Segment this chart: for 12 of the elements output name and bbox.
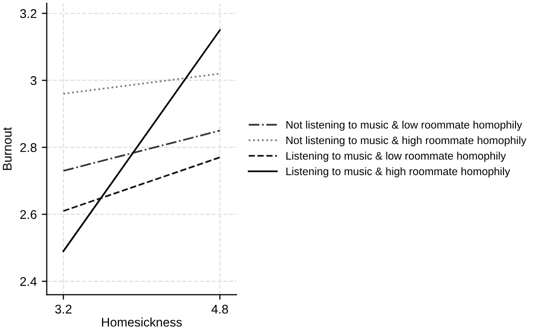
x-tick-label: 4.8 <box>211 304 228 314</box>
y-tick-label: 3 <box>30 76 36 86</box>
y-tick-label: 2.4 <box>20 277 37 286</box>
legend-label: Listening to music & high roommate homophily <box>286 167 510 178</box>
y-axis-title: Burnout <box>2 127 12 170</box>
legend-label: Not listening to music & high roommate homophily <box>286 136 526 146</box>
y-tick-label: 3.2 <box>20 9 36 18</box>
legend-label: Listening to music & low roommate homophily <box>286 152 506 162</box>
y-tick-label: 2.6 <box>20 210 36 219</box>
y-tick-label: 2.8 <box>20 143 36 152</box>
legend-label: Not listening to music & low roommate homophily <box>286 120 522 131</box>
x-axis-title: Homesickness <box>102 317 182 327</box>
